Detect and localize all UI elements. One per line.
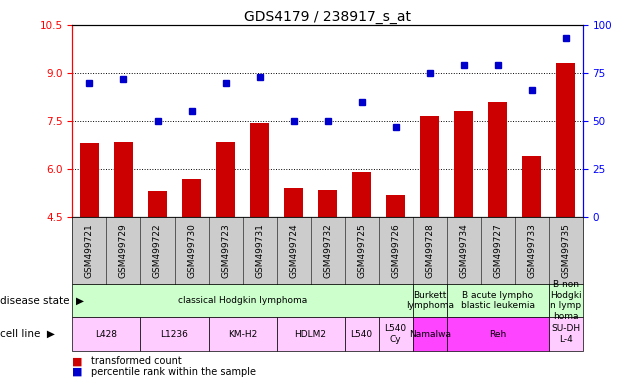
Text: ■: ■: [72, 366, 83, 377]
Text: GSM499727: GSM499727: [493, 223, 502, 278]
Text: GSM499731: GSM499731: [255, 223, 264, 278]
Text: GSM499721: GSM499721: [85, 223, 94, 278]
Bar: [80, 143, 99, 361]
Bar: [318, 190, 337, 361]
Text: GSM499722: GSM499722: [153, 223, 162, 278]
Text: GSM499729: GSM499729: [119, 223, 128, 278]
Text: Reh: Reh: [489, 329, 507, 339]
Text: GSM499724: GSM499724: [289, 223, 298, 278]
Text: SU-DH
L-4: SU-DH L-4: [551, 324, 580, 344]
Text: Namalwa: Namalwa: [409, 329, 450, 339]
Title: GDS4179 / 238917_s_at: GDS4179 / 238917_s_at: [244, 10, 411, 24]
Text: GSM499723: GSM499723: [221, 223, 230, 278]
Bar: [352, 172, 371, 361]
Bar: [488, 102, 507, 361]
Text: GSM499735: GSM499735: [561, 223, 570, 278]
Text: L540: L540: [350, 329, 373, 339]
Bar: [386, 195, 405, 361]
Text: GSM499733: GSM499733: [527, 223, 536, 278]
Text: L428: L428: [96, 329, 117, 339]
Text: B acute lympho
blastic leukemia: B acute lympho blastic leukemia: [461, 291, 535, 310]
Bar: [284, 188, 303, 361]
Text: GSM499728: GSM499728: [425, 223, 434, 278]
Text: GSM499732: GSM499732: [323, 223, 332, 278]
Text: Burkett
lymphoma: Burkett lymphoma: [406, 291, 454, 310]
Text: transformed count: transformed count: [91, 356, 182, 366]
Bar: [182, 179, 201, 361]
Bar: [148, 191, 167, 361]
Text: disease state  ▶: disease state ▶: [0, 295, 84, 306]
Text: L540
Cy: L540 Cy: [384, 324, 407, 344]
Bar: [420, 116, 439, 361]
Text: classical Hodgkin lymphoma: classical Hodgkin lymphoma: [178, 296, 307, 305]
Text: percentile rank within the sample: percentile rank within the sample: [91, 366, 256, 377]
Bar: [522, 156, 541, 361]
Text: cell line  ▶: cell line ▶: [0, 329, 55, 339]
Bar: [454, 111, 473, 361]
Bar: [216, 142, 235, 361]
Text: GSM499734: GSM499734: [459, 223, 468, 278]
Bar: [114, 142, 133, 361]
Bar: [556, 63, 575, 361]
Text: KM-H2: KM-H2: [228, 329, 257, 339]
Text: HDLM2: HDLM2: [295, 329, 326, 339]
Text: GSM499726: GSM499726: [391, 223, 400, 278]
Text: B non
Hodgki
n lymp
homa: B non Hodgki n lymp homa: [550, 280, 581, 321]
Text: GSM499730: GSM499730: [187, 223, 196, 278]
Text: GSM499725: GSM499725: [357, 223, 366, 278]
Text: L1236: L1236: [161, 329, 188, 339]
Bar: [250, 122, 269, 361]
Text: ■: ■: [72, 356, 83, 366]
